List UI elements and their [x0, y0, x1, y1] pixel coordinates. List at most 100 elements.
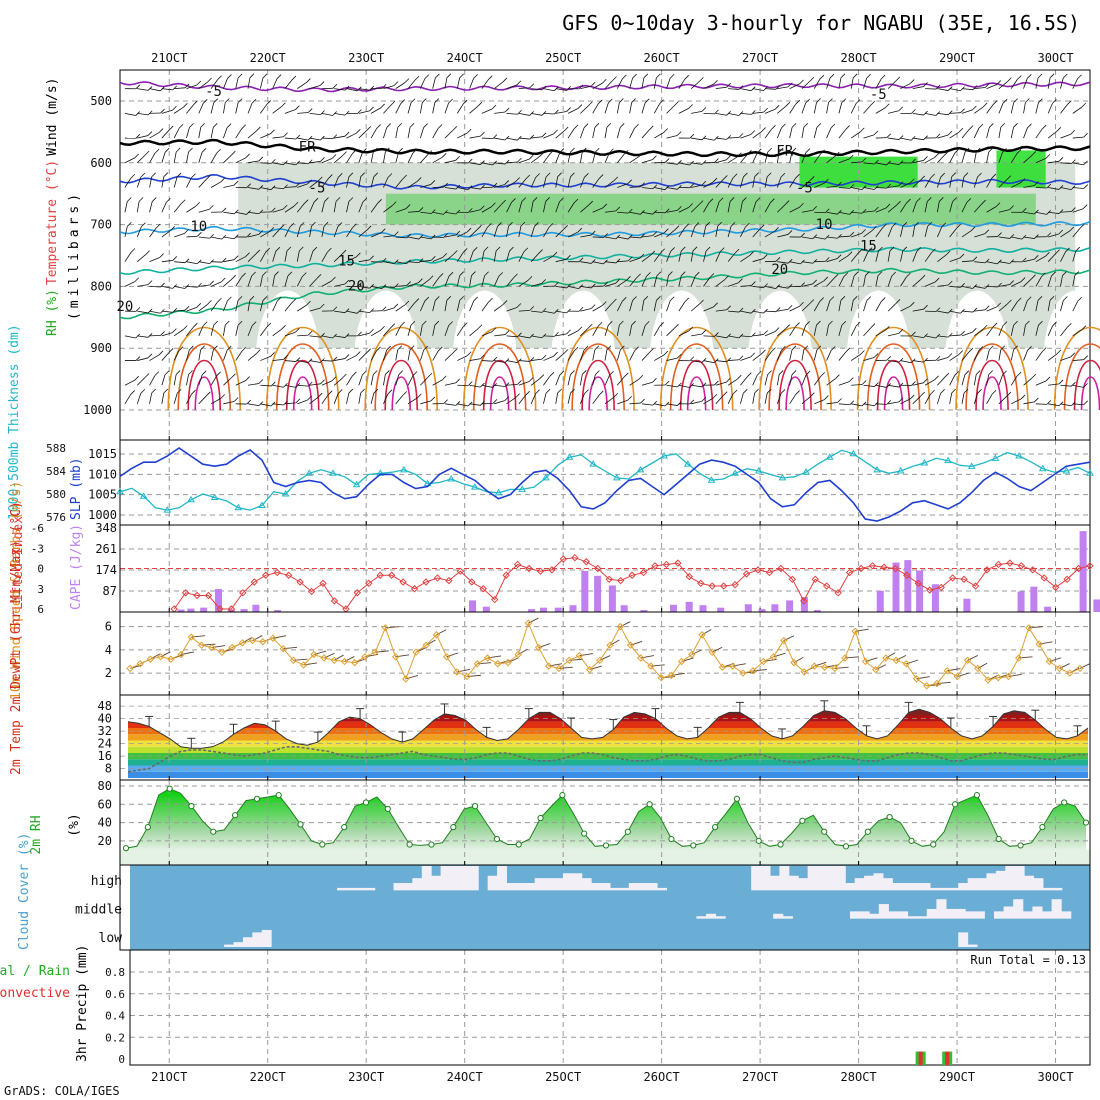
- wind-barb: [346, 153, 353, 164]
- temp-line: [127, 708, 1089, 749]
- wind-barb-flag: [266, 100, 272, 105]
- wind-barb: [813, 153, 821, 164]
- wind-barb-flag: [566, 329, 571, 335]
- wind-barb-flag: [212, 123, 218, 128]
- wind-barb: [986, 394, 993, 405]
- wind-barb: [1047, 130, 1058, 139]
- wind-speed-point: [677, 657, 686, 666]
- wind-barb-flag: [684, 75, 689, 80]
- wind-barb-flag: [989, 123, 994, 128]
- wind-speed-point: [882, 654, 890, 662]
- cloud-high-bar: [515, 883, 526, 891]
- wind-barb-flag: [906, 272, 911, 278]
- wind-barb: [912, 251, 918, 262]
- wind-barb: [691, 137, 703, 141]
- wind-barb: [272, 358, 284, 361]
- cape-bar: [800, 597, 808, 612]
- wind-barb-flag: [525, 390, 530, 396]
- wind-barb: [949, 310, 961, 314]
- wind-barb: [616, 324, 620, 336]
- wind-barb-flag: [676, 353, 682, 359]
- wind-barb: [838, 235, 850, 238]
- wind-barb: [395, 325, 401, 337]
- wind-barb-flag: [1000, 345, 1006, 351]
- wind-barb: [1010, 127, 1014, 139]
- wind-barb: [321, 380, 333, 386]
- wind-barb-flag: [812, 258, 818, 264]
- wind-barb-flag: [337, 222, 343, 227]
- wind-barb: [469, 403, 481, 406]
- run-total-label: Run Total = 0.13: [970, 953, 1086, 967]
- wind-barb-flag: [738, 133, 744, 138]
- wind-barb-flag: [845, 125, 851, 130]
- lifted-index-point: [605, 575, 613, 584]
- wind-barb-flag: [135, 133, 141, 139]
- wind-barb: [161, 129, 170, 139]
- wind-barb: [161, 352, 170, 361]
- wind-barb: [764, 202, 771, 213]
- wind-barb-flag: [483, 246, 489, 252]
- wind-barb: [604, 102, 609, 114]
- wind-barb-flag: [763, 107, 768, 113]
- temp-tick-label: 16: [98, 749, 112, 763]
- wind-barb: [961, 286, 973, 289]
- wind-barb: [210, 281, 222, 287]
- wind-barb: [1047, 275, 1052, 287]
- wind-barb-flag: [231, 150, 236, 156]
- boundary-layer-contour: [965, 343, 1019, 411]
- wind-barb-flag: [872, 226, 877, 231]
- cloud-background: [130, 865, 1090, 950]
- wind-barb-flag: [861, 229, 866, 234]
- wind-barb-flag: [644, 98, 650, 104]
- cape-ylabel: CAPE (J/kg): [69, 524, 84, 610]
- wind-barb: [432, 236, 444, 238]
- cloud-high-bar: [911, 883, 922, 891]
- wind-barb-flag: [369, 85, 374, 91]
- rh-point: [210, 828, 217, 835]
- wind-barb: [850, 275, 855, 287]
- wind-speed-point: [953, 672, 962, 681]
- wind-barb: [936, 201, 940, 213]
- wind-barb-flag: [189, 345, 194, 351]
- contour-label: 15: [860, 239, 877, 255]
- wind-barb: [333, 177, 339, 188]
- wind-barb: [161, 152, 166, 163]
- wind-barb: [1011, 182, 1022, 188]
- wind-barb-flag: [541, 132, 547, 138]
- cape-bar: [931, 584, 939, 612]
- wind-barb-flag: [895, 76, 901, 82]
- wind-barb: [432, 277, 440, 287]
- cape-bar: [200, 607, 208, 612]
- wind-barb: [149, 88, 161, 92]
- wind-barb: [481, 384, 493, 388]
- wind-barb-flag: [722, 175, 728, 180]
- wind-barb: [838, 351, 847, 361]
- lifted-index-point: [548, 566, 556, 574]
- thickness-tick-label: 588: [46, 442, 66, 455]
- wind-barb: [124, 394, 132, 405]
- upper-air-ylabel: RH (%)Temperature (°C)Wind (m/s)(milliba…: [45, 78, 82, 336]
- wind-speed-point: [565, 656, 573, 665]
- boundary-layer-contour: [866, 343, 921, 411]
- wind-barb: [715, 201, 720, 213]
- wind-barb-flag: [441, 375, 447, 381]
- wind-barb: [173, 128, 180, 139]
- wind-barb: [444, 77, 448, 89]
- wind-speed-point: [1035, 640, 1043, 648]
- wind-barb: [752, 131, 762, 139]
- wind-barb-flag: [1055, 249, 1060, 254]
- wind-barb: [740, 88, 752, 92]
- wind-barb: [986, 206, 997, 213]
- lifted-index-point: [525, 564, 533, 573]
- wind-barb-flag: [213, 345, 218, 351]
- wind-barb: [457, 187, 469, 191]
- precip-tick-label: 0.8: [105, 966, 125, 979]
- wind-barb: [432, 256, 443, 263]
- top-x-tick-label: 25OCT: [545, 51, 581, 65]
- wind-barb-flag: [437, 124, 443, 129]
- wind-barb: [666, 78, 671, 89]
- lifted-index-point: [433, 574, 442, 582]
- wind-barb: [186, 393, 192, 405]
- lifted-index-point: [204, 591, 213, 600]
- wind-barb: [592, 127, 596, 139]
